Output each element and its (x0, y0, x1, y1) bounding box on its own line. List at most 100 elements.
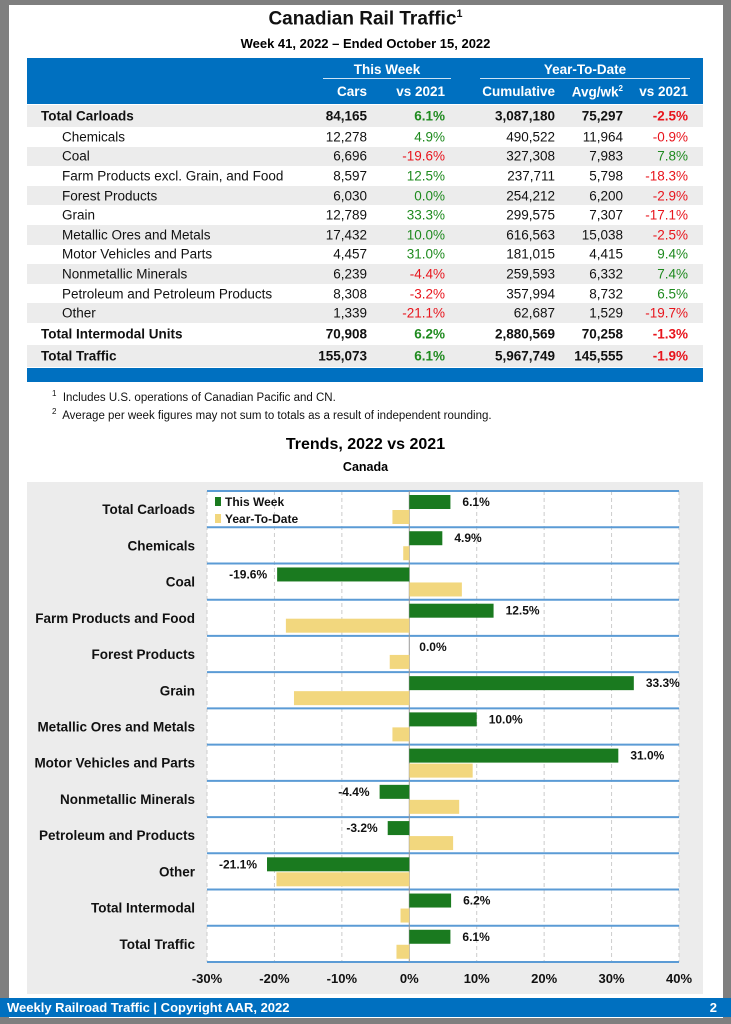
cumulative-value: 181,015 (506, 246, 555, 262)
category-label: Coal (166, 575, 195, 590)
table-row: Petroleum and Petroleum Products 8,308 -… (27, 284, 703, 304)
bar-ytd (409, 799, 460, 814)
category-label: Nonmetallic Minerals (60, 792, 195, 807)
col-cars: Cars (336, 84, 367, 99)
cars-value: 1,339 (333, 305, 367, 321)
cars-value: 8,597 (333, 168, 367, 184)
data-label: -4.4% (338, 785, 370, 799)
avg-week-value: 7,983 (589, 148, 623, 164)
bar-this-week (409, 603, 494, 618)
row-label: Chemicals (62, 129, 126, 145)
data-label: 10.0% (489, 712, 523, 726)
bar-this-week (409, 676, 634, 691)
bar-this-week (409, 531, 443, 546)
bar-ytd (285, 618, 410, 633)
bar-this-week (409, 893, 452, 908)
row-label: Motor Vehicles and Parts (62, 246, 213, 262)
cars-value: 70,908 (325, 326, 367, 342)
x-tick-label: -10% (327, 971, 358, 986)
col-vs2021: vs 2021 (396, 84, 445, 99)
data-label: 33.3% (646, 676, 680, 690)
data-label: 6.1% (462, 495, 490, 509)
table-row: Total Intermodal Units 70,908 6.2% 2,880… (27, 323, 703, 345)
category-label: Chemicals (127, 538, 195, 553)
data-label: -19.6% (229, 567, 267, 581)
data-label: 6.2% (463, 894, 491, 908)
bar-ytd (409, 763, 473, 778)
cumulative-value: 490,522 (506, 129, 555, 145)
week-change: -3.2% (409, 286, 445, 302)
bar-ytd (392, 510, 410, 524)
cumulative-value: 237,711 (507, 168, 555, 184)
ytd-change: -2.9% (652, 188, 688, 204)
x-tick-label: -30% (192, 971, 223, 986)
cumulative-value: 327,308 (506, 148, 555, 164)
bar-this-week (379, 784, 410, 799)
cumulative-value: 2,880,569 (494, 326, 555, 342)
avg-week-value: 7,307 (589, 207, 623, 223)
bar-this-week (277, 567, 410, 582)
avg-week-value: 6,200 (589, 188, 623, 204)
x-tick-label: 40% (666, 971, 692, 986)
avg-week-value: 5,798 (589, 168, 623, 184)
bar-this-week (267, 857, 410, 872)
cars-value: 4,457 (333, 246, 367, 262)
plot-area (207, 491, 679, 962)
cumulative-value: 259,593 (506, 266, 555, 282)
category-label: Total Traffic (119, 937, 195, 952)
avg-week-value: 75,297 (581, 108, 623, 124)
table-row: Metallic Ores and Metals 17,432 10.0% 61… (27, 224, 703, 245)
ytd-change: 9.4% (657, 246, 688, 262)
table-row: Grain 12,789 33.3% 299,575 7,307 -17.1% (27, 205, 703, 225)
data-label: 6.1% (462, 930, 490, 944)
cars-value: 8,308 (333, 286, 367, 302)
row-label: Forest Products (62, 188, 158, 204)
avg-week-value: 8,732 (589, 286, 623, 302)
table-row: Other 1,339 -21.1% 62,687 1,529 -19.7% (27, 303, 703, 323)
bar-this-week (409, 495, 451, 509)
table-row: Motor Vehicles and Parts 4,457 31.0% 181… (27, 245, 703, 265)
week-change: 0.0% (414, 188, 445, 204)
week-change: 6.1% (414, 348, 445, 364)
category-label: Other (159, 864, 196, 879)
table-row: Farm Products excl. Grain, and Food 8,59… (27, 166, 703, 186)
cumulative-value: 299,575 (506, 207, 555, 223)
ytd-change: -18.3% (645, 168, 688, 184)
avg-week-value: 70,258 (581, 326, 623, 342)
cars-value: 6,696 (333, 148, 367, 164)
cumulative-value: 5,967,749 (494, 348, 555, 364)
legend-swatch-ytd (215, 514, 221, 523)
data-label: -21.1% (219, 857, 257, 871)
ytd-change: -1.9% (652, 348, 688, 364)
table-footer-bar (27, 368, 703, 382)
week-change: 10.0% (406, 227, 445, 243)
bar-ytd (396, 944, 410, 959)
table-header: This Week Year-To-Date Cars vs 2021 Cumu… (27, 58, 703, 104)
table-row: Total Traffic 155,073 6.1% 5,967,749 145… (27, 344, 703, 367)
row-label: Nonmetallic Minerals (62, 266, 188, 282)
footnote-2: 2 Average per week figures may not sum t… (52, 407, 492, 422)
category-label: Grain (160, 683, 195, 698)
category-label: Total Carloads (102, 502, 195, 517)
row-label: Metallic Ores and Metals (62, 227, 211, 243)
ytd-change: 6.5% (657, 286, 688, 302)
table-body: Total Carloads 84,165 6.1% 3,087,180 75,… (27, 105, 703, 367)
avg-week-value: 6,332 (589, 266, 623, 282)
cumulative-value: 254,212 (506, 188, 555, 204)
legend-ytd: Year-To-Date (225, 512, 298, 526)
week-change: 6.1% (414, 108, 445, 124)
cars-value: 84,165 (325, 108, 367, 124)
data-label: 0.0% (419, 640, 447, 654)
category-label: Total Intermodal (91, 901, 195, 916)
cumulative-value: 357,994 (506, 286, 555, 302)
bar-this-week (409, 929, 451, 944)
x-tick-label: -20% (259, 971, 290, 986)
category-label: Petroleum and Products (39, 828, 195, 843)
cars-value: 12,278 (325, 129, 367, 145)
category-label: Motor Vehicles and Parts (34, 756, 195, 771)
bar-ytd (409, 836, 454, 851)
bar-ytd (389, 654, 410, 669)
row-label: Grain (62, 207, 96, 223)
cumulative-value: 616,563 (506, 227, 555, 243)
page-title: Canadian Rail Traffic1 (268, 8, 463, 30)
